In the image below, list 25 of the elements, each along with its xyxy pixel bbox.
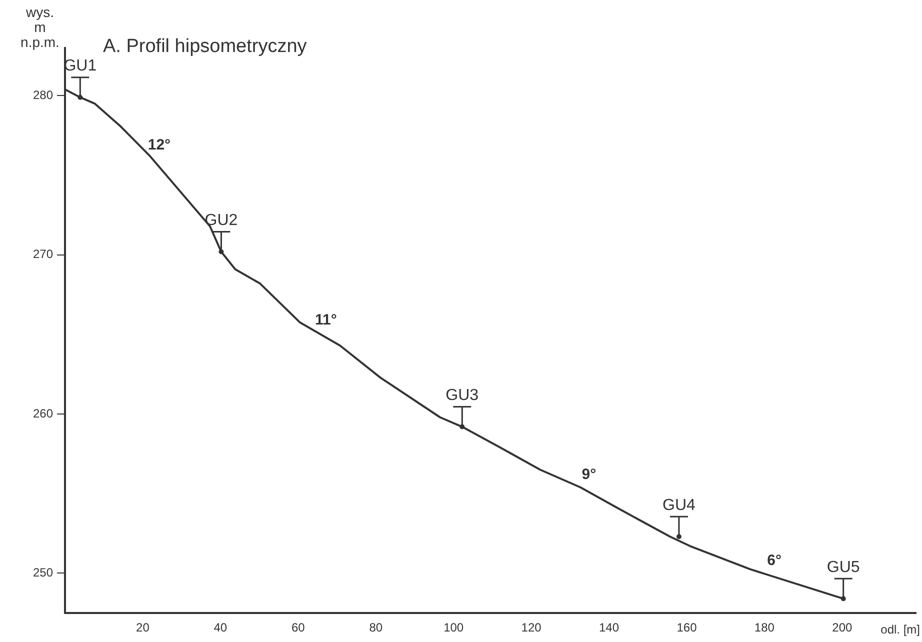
annotation: 9° bbox=[582, 466, 596, 483]
data-label: GU3 bbox=[446, 387, 479, 404]
y-axis-title: wys. m n.p.m. bbox=[20, 4, 60, 50]
x-axis-title: odl. [m] bbox=[880, 622, 920, 636]
data-label: GU2 bbox=[204, 212, 238, 230]
x-tick-label: 140 bbox=[599, 620, 620, 635]
x-tick-label: 20 bbox=[136, 620, 150, 635]
y-tick-label: 280 bbox=[32, 88, 54, 102]
annotation: 12° bbox=[148, 136, 171, 154]
data-label: GU4 bbox=[662, 497, 696, 514]
x-tick-label: 40 bbox=[214, 620, 228, 635]
annotation: 11° bbox=[314, 312, 337, 329]
y-tick-label: 260 bbox=[32, 406, 54, 420]
y-tick-label: 250 bbox=[32, 566, 54, 580]
data-label: GU5 bbox=[826, 559, 860, 576]
annotation: 6° bbox=[767, 552, 782, 569]
x-tick-label: 80 bbox=[369, 620, 383, 635]
x-tick-label: 60 bbox=[291, 620, 306, 635]
x-tick-label: 160 bbox=[676, 620, 698, 635]
y-tick-label: 270 bbox=[32, 247, 54, 262]
x-tick-label: 200 bbox=[832, 620, 852, 635]
x-tick-label: 180 bbox=[754, 620, 775, 635]
x-tick-label: 100 bbox=[444, 620, 464, 635]
x-tick-label: 120 bbox=[521, 620, 542, 635]
chart-title: A. Profil hipsometryczny bbox=[103, 36, 308, 58]
